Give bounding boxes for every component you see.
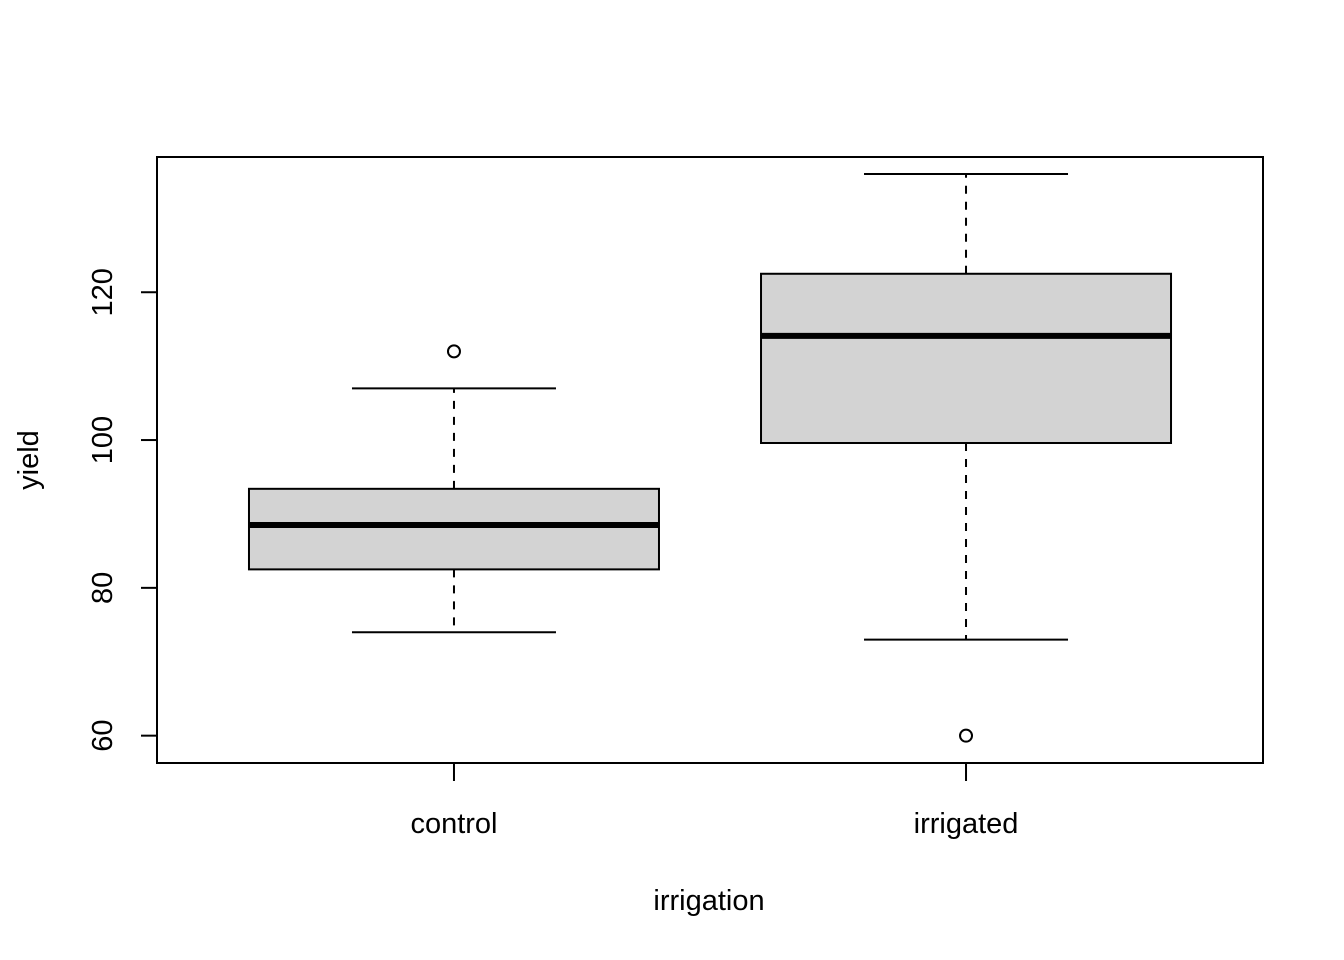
x-tick-label-control: control	[410, 808, 497, 840]
box-group-control	[247, 344, 660, 634]
x-axis-label: irrigation	[653, 885, 764, 917]
iqr-box	[760, 272, 1173, 445]
y-tick-label: 100	[87, 416, 119, 464]
y-tick-label: 80	[87, 572, 119, 604]
plot-frame	[156, 156, 1264, 764]
iqr-box	[247, 487, 660, 571]
box-group-irrigated	[760, 172, 1173, 743]
y-axis-label: yield	[13, 430, 45, 490]
outlier-point	[446, 344, 461, 359]
x-tick-label-irrigated: irrigated	[914, 808, 1019, 840]
y-tick-label: 60	[87, 720, 119, 752]
boxes-layer	[247, 172, 1173, 743]
y-tick-label: 120	[87, 268, 119, 316]
outlier-point	[959, 728, 974, 743]
